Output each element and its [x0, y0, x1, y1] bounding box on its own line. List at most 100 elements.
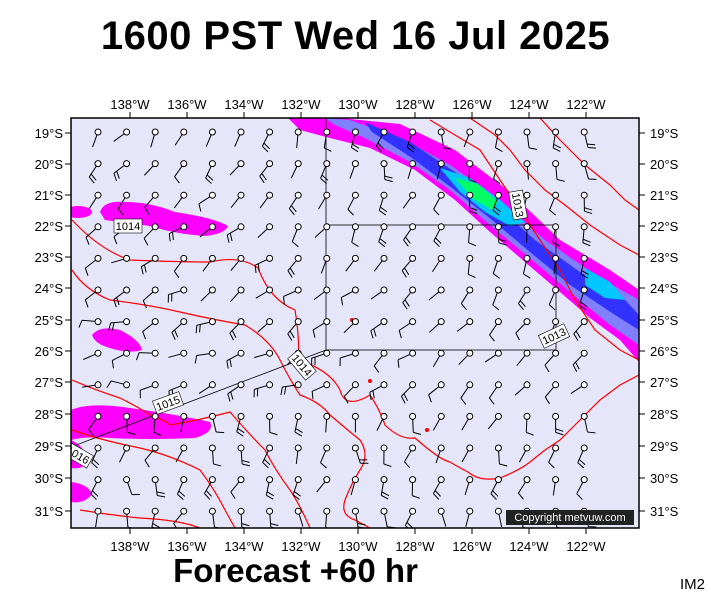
wind-barb — [432, 254, 445, 273]
lat-label: 20°S — [650, 157, 679, 172]
wind-barb — [549, 191, 560, 216]
lon-label: 130°W — [338, 97, 378, 112]
wind-barb — [494, 128, 503, 152]
wind-barb — [230, 191, 245, 209]
wind-barb — [464, 476, 474, 496]
lat-labels-right: 19°S 20°S 21°S 22°S 23°S 24°S 25°S 26°S … — [650, 126, 679, 519]
wind-barb — [577, 444, 588, 469]
wind-barb — [580, 254, 589, 279]
wind-barb — [466, 254, 476, 279]
wind-barb — [397, 349, 417, 368]
wind-barb — [90, 476, 102, 500]
wind-barb — [82, 381, 102, 389]
rain-patches-west — [71, 201, 429, 503]
wind-barb — [428, 286, 445, 301]
wind-barb — [580, 412, 596, 434]
lat-label: 19°S — [650, 126, 679, 141]
wind-barb — [230, 254, 245, 272]
wind-barb — [292, 476, 302, 500]
wind-barb — [313, 286, 331, 301]
wind-barb — [552, 412, 564, 436]
wind-barb — [343, 381, 359, 404]
wind-barb — [398, 318, 417, 339]
wind-barb — [380, 444, 392, 468]
wind-barb — [294, 128, 302, 148]
lat-label: 29°S — [35, 439, 64, 454]
wind-barb — [460, 381, 474, 405]
wind-barb — [142, 286, 159, 309]
lat-label: 30°S — [35, 471, 64, 486]
lat-label: 27°S — [650, 375, 679, 390]
wind-barb — [523, 128, 537, 150]
wind-barb — [142, 318, 159, 340]
wind-barb — [85, 223, 102, 245]
wind-barb — [237, 444, 251, 467]
wind-barb — [576, 476, 588, 500]
lon-label: 134°W — [224, 97, 264, 112]
wind-barb — [174, 128, 188, 146]
wind-barb — [151, 412, 162, 436]
lat-label: 27°S — [35, 375, 64, 390]
wind-barb — [552, 223, 561, 247]
wind-barb — [320, 254, 331, 274]
wind-barb — [548, 286, 560, 311]
lat-label: 25°S — [35, 313, 64, 328]
wind-barb — [198, 191, 216, 212]
wind-barb — [518, 444, 531, 463]
lat-label: 25°S — [650, 313, 679, 328]
wind-barb — [343, 318, 359, 334]
wind-barb — [205, 160, 216, 184]
wind-barb — [375, 128, 388, 153]
wind-barb — [437, 128, 452, 150]
wind-barb — [523, 223, 531, 243]
wind-barb — [407, 160, 417, 180]
wind-barb — [463, 128, 474, 148]
wind-barb — [254, 254, 274, 274]
wind-barb — [552, 254, 560, 275]
wind-barb — [318, 191, 331, 210]
wind-barb — [433, 223, 445, 248]
wind-barb — [88, 160, 102, 184]
wind-barb — [435, 444, 445, 464]
wind-barb — [173, 254, 188, 279]
wind-barb — [349, 160, 359, 179]
wind-barb — [522, 254, 531, 279]
wind-barb — [113, 160, 131, 182]
isobar-label: 1013 — [508, 189, 528, 221]
wind-barb — [294, 412, 303, 437]
wind-barb — [254, 349, 274, 359]
wind-barb — [288, 191, 302, 216]
lat-label: 23°S — [650, 250, 679, 265]
lat-label: 21°S — [650, 188, 679, 203]
wind-barb — [287, 318, 302, 341]
wind-barb — [351, 444, 369, 464]
lon-label: 124°W — [509, 539, 549, 554]
wind-barb — [376, 412, 388, 431]
wind-barb — [84, 286, 102, 308]
wind-barb — [123, 507, 134, 528]
wind-barb — [466, 160, 477, 183]
wind-barb — [350, 476, 359, 496]
wind-barb — [487, 412, 502, 430]
wind-barb — [523, 160, 531, 180]
wind-barb — [373, 349, 388, 373]
wind-barb — [494, 223, 507, 246]
wind-barb — [257, 223, 274, 238]
wind-barb — [552, 128, 561, 152]
wind-barb — [291, 223, 302, 248]
wind-barb — [580, 128, 596, 149]
wind-barb — [144, 444, 159, 468]
wind-barb — [409, 476, 420, 499]
wind-barb — [266, 412, 278, 436]
lat-label: 22°S — [35, 219, 64, 234]
wind-barb — [280, 381, 302, 396]
wind-barb — [573, 318, 588, 341]
lat-label: 31°S — [650, 504, 679, 519]
wind-barb — [257, 318, 274, 333]
wind-barb — [347, 191, 359, 216]
wind-barb — [488, 381, 502, 405]
lat-labels-left: 19°S 20°S 21°S 22°S 23°S 24°S 25°S 26°S … — [35, 126, 64, 519]
wind-barb — [168, 381, 188, 399]
wind-barb — [380, 476, 390, 500]
wind-barb — [106, 380, 131, 389]
